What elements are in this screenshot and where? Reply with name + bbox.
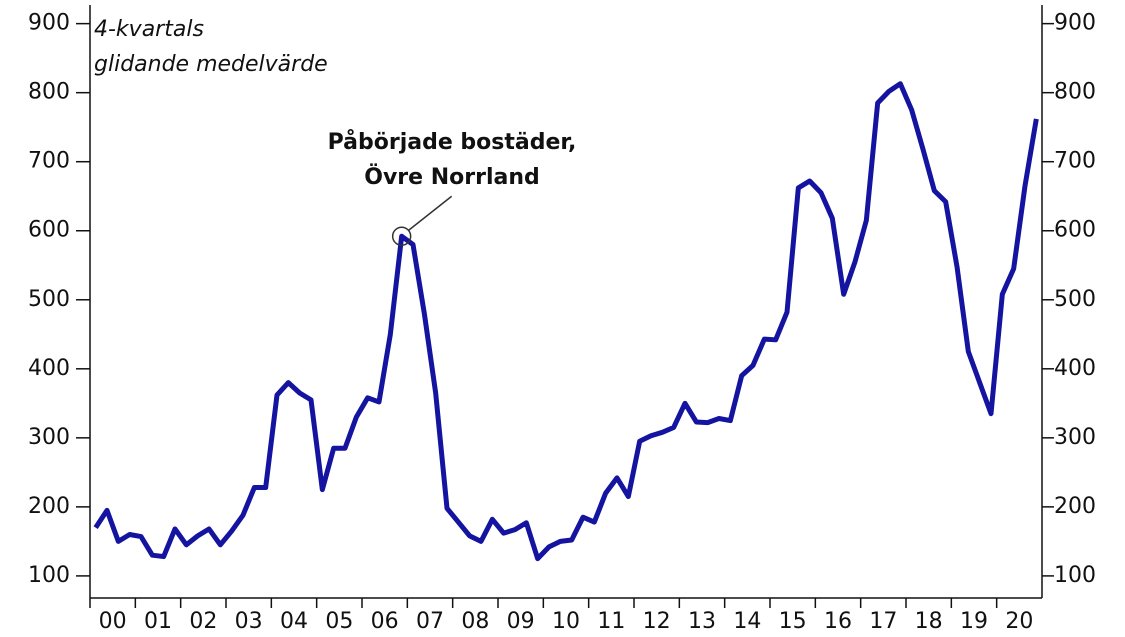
- annotation-leader: [408, 195, 453, 231]
- x-tick-label: 09: [507, 609, 535, 634]
- x-tick-label: 02: [189, 609, 217, 634]
- y2-tick-label: 800: [1054, 80, 1096, 105]
- y2-tick-label: 500: [1054, 287, 1096, 312]
- x-tick-label: 12: [643, 609, 671, 634]
- x-tick-label: 18: [915, 609, 943, 634]
- y2-tick-label: 600: [1054, 218, 1096, 243]
- y2-tick-label: 300: [1054, 425, 1096, 450]
- x-tick-label: 19: [960, 609, 988, 634]
- x-tick-label: 16: [824, 609, 852, 634]
- x-tick-label: 00: [99, 609, 127, 634]
- x-tick-label: 14: [733, 609, 761, 634]
- annotation: Påbörjade bostäder,: [328, 129, 577, 155]
- x-tick-label: 08: [461, 609, 489, 634]
- y-tick-label: 600: [28, 218, 70, 243]
- y-tick-label: 300: [28, 425, 70, 450]
- y2-tick-label: 400: [1054, 356, 1096, 381]
- x-tick-label: 11: [597, 609, 625, 634]
- annotation-marker: [391, 226, 412, 247]
- y-tick-label: 900: [28, 11, 70, 36]
- x-tick-label: 15: [779, 609, 807, 634]
- x-tick-label: 20: [1005, 609, 1033, 634]
- y2-tick-label: 900: [1054, 11, 1096, 36]
- x-tick-label: 05: [325, 609, 353, 634]
- y-tick-label: 100: [28, 563, 70, 588]
- x-tick-label: 17: [869, 609, 897, 634]
- y-tick-label: 500: [28, 287, 70, 312]
- x-tick-label: 04: [280, 609, 308, 634]
- subtitle: glidande medelvärde: [94, 52, 328, 77]
- y-tick-label: 800: [28, 80, 70, 105]
- x-tick-label: 13: [688, 609, 716, 634]
- x-tick-label: 07: [416, 609, 444, 634]
- annotation: Övre Norrland: [364, 164, 540, 190]
- subtitle: 4-kvartals: [94, 17, 204, 42]
- y2-tick-label: 100: [1054, 563, 1096, 588]
- y-tick-label: 400: [28, 356, 70, 381]
- x-tick-label: 03: [235, 609, 263, 634]
- y-tick-label: 700: [28, 149, 70, 174]
- y2-tick-label: 700: [1054, 149, 1096, 174]
- x-tick-label: 10: [552, 609, 580, 634]
- x-tick-label: 06: [371, 609, 399, 634]
- y2-tick-label: 200: [1054, 494, 1096, 519]
- line: [93, 81, 1039, 562]
- y-tick-label: 200: [28, 494, 70, 519]
- x-tick-label: 01: [144, 609, 172, 634]
